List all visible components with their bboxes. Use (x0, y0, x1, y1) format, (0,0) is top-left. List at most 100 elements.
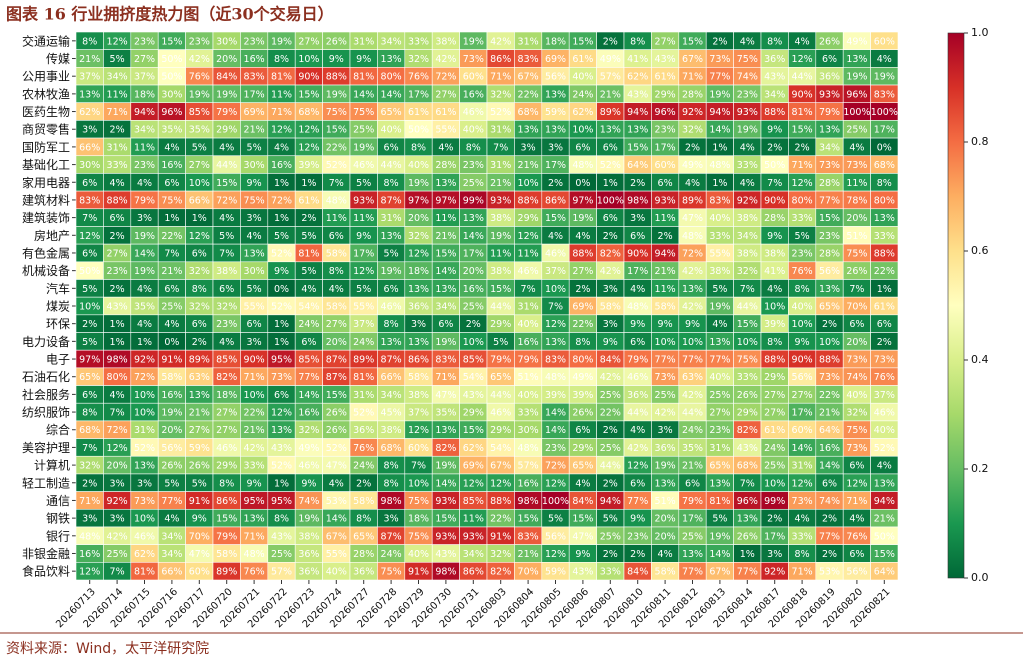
cell-label: 48% (682, 231, 703, 242)
cell-label: 38% (764, 248, 785, 259)
cell-label: 33% (709, 231, 730, 242)
cell-label: 8% (384, 178, 399, 189)
cell-label: 20% (161, 425, 182, 436)
cell-label: 2% (603, 231, 618, 242)
cell-label: 9% (274, 266, 289, 277)
cell-label: 9% (795, 337, 810, 348)
cell-label: 14% (545, 425, 566, 436)
cell-label: 2% (822, 319, 837, 330)
cell-label: 27% (216, 408, 237, 419)
cell-label: 12% (189, 231, 210, 242)
cell-label: 2% (822, 514, 837, 525)
cell-label: 19% (134, 231, 155, 242)
cell-label: 1% (274, 478, 289, 489)
cell-label: 7% (219, 248, 234, 259)
cell-label: 69% (463, 461, 484, 472)
cell-label: 14% (326, 514, 347, 525)
cell-label: 23% (545, 443, 566, 454)
cell-label: 27% (764, 390, 785, 401)
cell-label: 6% (301, 337, 316, 348)
cell-label: 61% (874, 302, 895, 313)
cell-label: 4% (849, 142, 864, 153)
cell-label: 58% (326, 302, 347, 313)
cell-label: 6% (822, 478, 837, 489)
cell-label: 10% (189, 178, 210, 189)
cell-label: 30% (216, 36, 237, 47)
cell-label: 13% (408, 284, 429, 295)
cell-label: 25% (271, 549, 292, 560)
cell-label: 40% (572, 72, 593, 83)
cell-label: 12% (408, 425, 429, 436)
y-tick-label: 农林牧渔 (22, 87, 70, 101)
y-tick-label: 建筑装饰 (22, 210, 70, 225)
cell-label: 17% (655, 142, 676, 153)
cell-label: 76% (792, 266, 813, 277)
cell-label: 46% (463, 107, 484, 118)
cell-label: 82% (490, 567, 511, 578)
cell-label: 23% (737, 89, 758, 100)
cell-label: 79% (216, 531, 237, 542)
y-tick-label: 食品饮料 (22, 564, 70, 579)
cell-label: 9% (301, 478, 316, 489)
cell-label: 83% (545, 355, 566, 366)
cell-label: 90% (298, 72, 319, 83)
cell-label: 1% (137, 337, 152, 348)
cell-label: 43% (764, 72, 785, 83)
cell-label: 7% (110, 567, 125, 578)
cell-label: 19% (709, 531, 730, 542)
cell-label: 32% (298, 425, 319, 436)
cell-label: 20% (216, 54, 237, 65)
cell-label: 91% (408, 567, 429, 578)
cell-label: 34% (161, 531, 182, 542)
cell-label: 4% (630, 284, 645, 295)
cell-label: 100% (871, 107, 898, 118)
cell-label: 85% (298, 355, 319, 366)
cell-label: 46% (381, 302, 402, 313)
cell-label: 67% (518, 72, 539, 83)
cell-label: 11% (353, 213, 374, 224)
cell-label: 43% (737, 443, 758, 454)
cell-label: 17% (408, 89, 429, 100)
y-tick-label: 机械设备 (22, 263, 70, 278)
source-note: 资料来源：Wind，太平洋研究院 (6, 641, 209, 657)
cell-label: 23% (244, 36, 265, 47)
cell-label: 6% (822, 54, 837, 65)
cell-label: 18% (408, 514, 429, 525)
cell-label: 38% (490, 213, 511, 224)
cell-label: 4% (219, 142, 234, 153)
cell-label: 13% (709, 478, 730, 489)
cell-label: 84% (216, 72, 237, 83)
cell-label: 3% (247, 213, 262, 224)
cell-label: 92% (107, 496, 128, 507)
cell-label: 4% (438, 142, 453, 153)
cell-label: 47% (189, 549, 210, 560)
cell-label: 34% (381, 390, 402, 401)
cell-label: 38% (298, 531, 319, 542)
cell-label: 6% (164, 178, 179, 189)
y-tick-label: 非银金融 (22, 546, 70, 561)
cell-label: 89% (682, 195, 703, 206)
cell-label: 13% (600, 125, 621, 136)
cell-label: 19% (709, 302, 730, 313)
cell-label: 1% (274, 337, 289, 348)
cell-label: 0% (164, 337, 179, 348)
cell-label: 43% (271, 443, 292, 454)
cell-label: 32% (79, 461, 100, 472)
cell-label: 35% (435, 408, 456, 419)
cell-label: 33% (518, 408, 539, 419)
cell-label: 3% (137, 478, 152, 489)
cell-label: 79% (216, 107, 237, 118)
cell-label: 5% (192, 478, 207, 489)
cell-label: 57% (600, 72, 621, 83)
cell-label: 38% (737, 248, 758, 259)
cell-label: 9% (603, 337, 618, 348)
cell-label: 19% (381, 266, 402, 277)
cell-label: 15% (216, 178, 237, 189)
cell-label: 6% (630, 337, 645, 348)
cell-label: 44% (381, 160, 402, 171)
cell-label: 44% (737, 302, 758, 313)
cell-label: 10% (463, 337, 484, 348)
cell-label: 74% (737, 72, 758, 83)
cell-label: 36% (298, 549, 319, 560)
cell-label: 17% (682, 514, 703, 525)
